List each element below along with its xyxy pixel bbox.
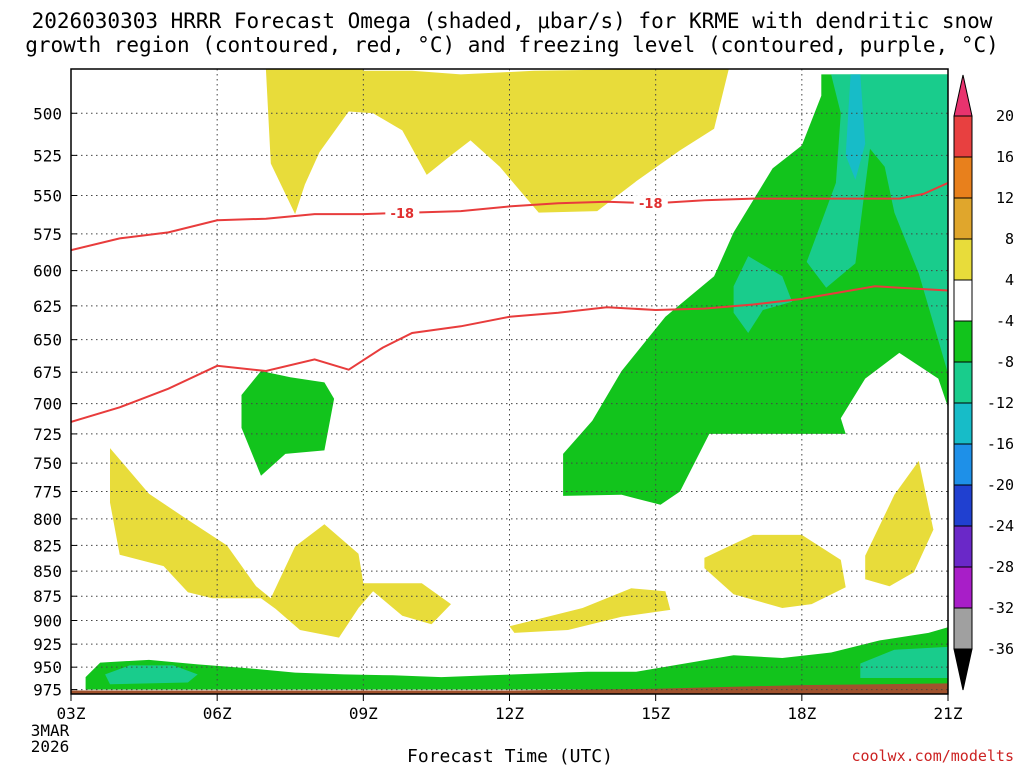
colorbar-swatch-2 <box>953 156 973 199</box>
x-tick-label-9: 12Z <box>495 704 524 723</box>
chart-title-line2: growth region (contoured, red, °C) and f… <box>25 33 999 57</box>
pressure-axis: 500 525 550 575 600 625 650 675 700 725 750 775 800 8… <box>33 104 77 700</box>
contour-label-0-1: -18 <box>639 197 663 212</box>
contour-label-bg-0-1 <box>633 195 668 212</box>
y-tick-label-825: 825 <box>33 536 62 555</box>
x-tick-label-15: 18Z <box>787 704 816 723</box>
date-label-year: 2026 <box>31 737 70 756</box>
x-tick-label-18: 21Z <box>934 704 963 723</box>
colorbar-cap-top <box>953 74 973 117</box>
colorbar-label-2: 12 <box>996 189 1014 207</box>
colorbar-swatch-3 <box>953 197 973 240</box>
y-tick-label-675: 675 <box>33 363 62 382</box>
x-tick-label-6: 09Z <box>349 704 378 723</box>
omega-region-8 <box>806 74 948 374</box>
temperature-contours: -18 -18 <box>71 181 948 423</box>
colorbar-swatch-8 <box>953 402 973 445</box>
colorbar-label-13: -36 <box>987 640 1014 658</box>
y-tick-label-750: 750 <box>33 454 62 473</box>
colorbar-swatch-5 <box>953 279 973 322</box>
colorbar-swatch-9 <box>953 443 973 486</box>
omega-region-7 <box>85 627 948 690</box>
x-tick-label-0: 03Z <box>57 704 86 723</box>
y-tick-label-575: 575 <box>33 225 62 244</box>
omega-region-0 <box>265 69 729 215</box>
contour-line-0 <box>71 181 948 252</box>
y-tick-label-700: 700 <box>33 395 62 414</box>
omega-region-1 <box>110 448 451 638</box>
colorbar-label-5: -4 <box>996 312 1014 330</box>
colorbar-label-6: -8 <box>996 353 1014 371</box>
y-tick-label-600: 600 <box>33 262 62 281</box>
contour-label-bg-0-0 <box>385 204 420 221</box>
omega-region-10 <box>860 646 948 678</box>
contour-label-0-0: -18 <box>391 207 415 222</box>
colorbar-label-12: -32 <box>987 599 1014 617</box>
y-tick-label-950: 950 <box>33 658 62 677</box>
y-tick-label-625: 625 <box>33 297 62 316</box>
omega-region-2 <box>509 588 671 633</box>
omega-region-12 <box>845 74 866 180</box>
y-tick-label-800: 800 <box>33 510 62 529</box>
credit-text: coolwx.com/modelts <box>851 747 1014 765</box>
time-axis: 03Z 06Z 09Z 12Z 15Z 18Z 21Z <box>57 694 963 723</box>
colorbar-label-4: 4 <box>1005 271 1014 289</box>
gridlines <box>71 69 948 694</box>
colorbar-label-0: 20 <box>996 107 1014 125</box>
chart-title-line1: 2026030303 HRRR Forecast Omega (shaded, … <box>32 9 993 33</box>
colorbar-swatch-10 <box>953 484 973 527</box>
omega-region-3 <box>704 534 846 608</box>
y-tick-label-775: 775 <box>33 482 62 501</box>
colorbar-label-10: -24 <box>987 517 1014 535</box>
colorbar-label-9: -20 <box>987 476 1014 494</box>
ground-strip <box>71 683 948 694</box>
date-label-day: 3MAR <box>31 721 70 740</box>
x-axis-label: Forecast Time (UTC) <box>407 746 613 767</box>
colorbar-label-11: -28 <box>987 558 1014 576</box>
omega-region-6 <box>241 371 335 476</box>
colorbar-label-7: -12 <box>987 394 1014 412</box>
colorbar-label-1: 16 <box>996 148 1014 166</box>
y-tick-label-525: 525 <box>33 146 62 165</box>
y-tick-label-725: 725 <box>33 425 62 444</box>
y-tick-label-975: 975 <box>33 681 62 700</box>
y-tick-label-550: 550 <box>33 187 62 206</box>
contour-line-1 <box>71 285 948 423</box>
x-tick-label-3: 06Z <box>203 704 232 723</box>
colorbar-label-3: 8 <box>1005 230 1014 248</box>
colorbar: 20 16 12 8 4 -4 -8 -12 -16 -20 -24 -28 -32 -36 <box>953 74 1014 691</box>
colorbar-swatch-4 <box>953 238 973 281</box>
colorbar-swatch-7 <box>953 361 973 404</box>
colorbar-swatch-1 <box>953 115 973 158</box>
y-tick-label-900: 900 <box>33 612 62 631</box>
y-tick-label-875: 875 <box>33 587 62 606</box>
y-tick-label-650: 650 <box>33 331 62 350</box>
y-tick-label-850: 850 <box>33 562 62 581</box>
colorbar-label-8: -16 <box>987 435 1014 453</box>
colorbar-swatch-6 <box>953 320 973 363</box>
colorbar-swatch-13 <box>953 607 973 650</box>
colorbar-swatch-12 <box>953 566 973 609</box>
colorbar-swatch-11 <box>953 525 973 568</box>
colorbar-cap-bottom <box>953 648 973 691</box>
omega-region-4 <box>865 460 934 587</box>
x-tick-label-12: 15Z <box>641 704 670 723</box>
omega-shading <box>71 69 948 694</box>
y-tick-label-500: 500 <box>33 104 62 123</box>
omega-region-11 <box>105 665 198 685</box>
y-tick-label-925: 925 <box>33 635 62 654</box>
omega-region-9 <box>733 256 793 333</box>
